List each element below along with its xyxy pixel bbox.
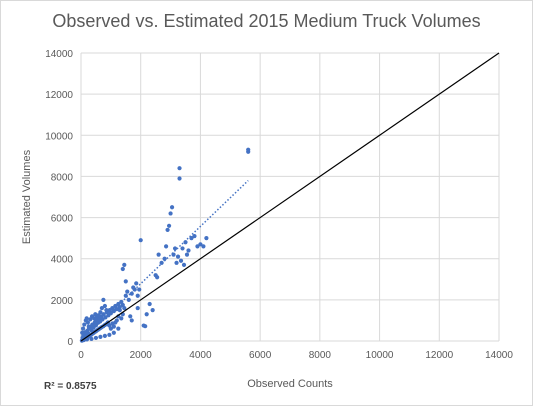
data-point xyxy=(122,305,127,311)
data-point xyxy=(119,316,124,321)
data-point xyxy=(80,330,85,335)
data-point xyxy=(116,326,121,331)
data-point xyxy=(117,308,122,313)
data-point xyxy=(93,335,99,341)
data-point xyxy=(166,223,172,228)
data-point xyxy=(135,305,140,311)
trendline xyxy=(80,180,249,342)
data-point xyxy=(86,324,91,329)
data-point xyxy=(129,291,134,296)
x-tick-label: 10000 xyxy=(366,350,394,361)
data-point xyxy=(168,211,173,216)
data-point xyxy=(82,322,87,327)
data-point xyxy=(89,336,94,342)
y-tick-label: 6000 xyxy=(51,214,74,225)
x-tick-label: 0 xyxy=(78,350,84,361)
data-point xyxy=(147,301,152,307)
y-tick-label: 2000 xyxy=(51,296,74,307)
data-point xyxy=(201,244,206,249)
x-tick-label: 8000 xyxy=(309,350,332,361)
data-point xyxy=(104,308,109,313)
data-point xyxy=(174,260,179,265)
data-point xyxy=(178,258,184,263)
data-point xyxy=(144,312,149,317)
data-point xyxy=(180,246,185,251)
data-point xyxy=(184,252,190,257)
data-point xyxy=(162,256,167,261)
reference-line xyxy=(80,52,500,342)
data-point xyxy=(204,236,209,241)
r-squared-label: R² = 0.8575 xyxy=(44,381,97,392)
x-tick-label: 6000 xyxy=(249,350,272,361)
data-point xyxy=(134,281,139,286)
y-tick-label: 14000 xyxy=(45,49,73,60)
data-point xyxy=(165,227,170,233)
data-point xyxy=(122,262,127,267)
data-point xyxy=(102,333,107,338)
data-point xyxy=(80,326,86,331)
data-point xyxy=(189,236,194,241)
data-point xyxy=(169,205,175,210)
y-tick-label: 12000 xyxy=(45,90,73,101)
data-point xyxy=(138,238,143,243)
data-point xyxy=(111,330,116,335)
data-point xyxy=(128,314,133,319)
data-point xyxy=(172,246,178,251)
data-point xyxy=(186,248,191,253)
y-tick-label: 4000 xyxy=(51,255,74,266)
x-tick-label: 12000 xyxy=(425,350,453,361)
data-point xyxy=(101,297,106,302)
data-point xyxy=(156,252,161,257)
data-point xyxy=(155,275,160,280)
chart-title: Observed vs. Estimated 2015 Medium Truck… xyxy=(52,11,481,31)
data-point xyxy=(175,254,181,259)
data-point xyxy=(120,266,125,272)
data-point xyxy=(150,308,155,313)
data-point xyxy=(114,318,119,323)
x-tick-label: 2000 xyxy=(130,350,153,361)
data-point xyxy=(117,304,122,310)
data-point xyxy=(108,326,113,331)
data-point xyxy=(123,279,128,284)
x-tick-label: 4000 xyxy=(189,350,212,361)
data-point xyxy=(192,233,197,239)
data-point xyxy=(163,244,169,249)
data-point xyxy=(126,297,131,302)
data-point xyxy=(85,320,90,325)
data-point xyxy=(246,149,251,154)
data-point xyxy=(88,317,93,322)
data-point xyxy=(137,287,142,292)
data-point xyxy=(125,289,130,294)
x-axis-label: Observed Counts xyxy=(247,378,333,390)
data-point xyxy=(143,324,148,329)
y-axis-label: Estimated Volumes xyxy=(21,149,33,244)
data-point xyxy=(181,262,187,267)
x-tick-label: 14000 xyxy=(485,350,513,361)
data-point xyxy=(195,244,200,249)
data-point xyxy=(177,166,182,171)
data-point xyxy=(98,310,103,315)
y-tick-label: 0 xyxy=(67,337,73,348)
data-point xyxy=(99,305,104,311)
data-point xyxy=(107,332,112,337)
data-point xyxy=(177,176,182,181)
data-point xyxy=(111,309,116,314)
y-tick-label: 10000 xyxy=(45,131,73,142)
data-point xyxy=(129,318,134,323)
data-point xyxy=(135,293,140,298)
data-point xyxy=(96,313,101,318)
y-tick-label: 8000 xyxy=(51,172,74,183)
data-point xyxy=(111,324,116,329)
data-point xyxy=(84,316,89,321)
data-point xyxy=(102,303,107,309)
data-point xyxy=(101,312,106,317)
data-point xyxy=(98,334,103,339)
data-point xyxy=(198,242,203,247)
